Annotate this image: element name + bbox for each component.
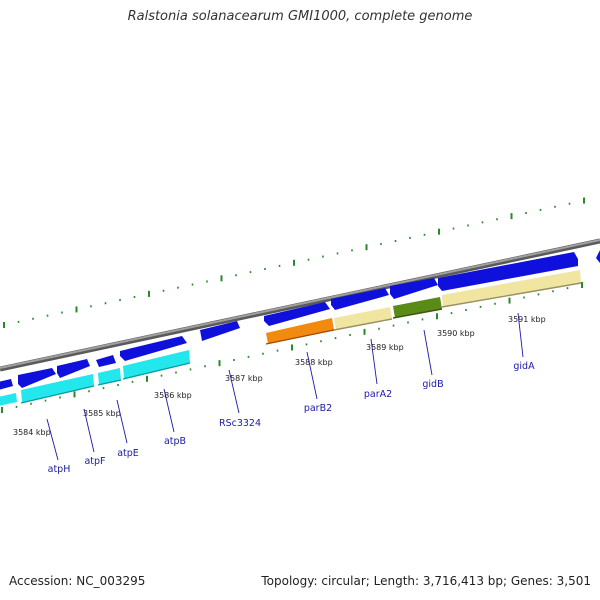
gene-label-atpE: atpE	[117, 448, 139, 459]
scale-label: 3587 kbp	[225, 374, 263, 383]
backbone-line	[0, 239, 600, 369]
cog-bar	[442, 270, 581, 307]
scale-label: 3586 kbp	[154, 391, 192, 400]
scale-label: 3588 kbp	[295, 358, 333, 367]
gene-label-parB2: parB2	[304, 403, 332, 414]
gene-label-parA2: parA2	[364, 389, 392, 400]
genome-summary-text: Topology: circular; Length: 3,716,413 bp…	[261, 574, 591, 588]
gene-labels: atpH atpF atpE atpB RSc3324 parB2 parA2 …	[48, 361, 535, 475]
scale-label: 3590 kbp	[437, 329, 475, 338]
accession-text: Accession: NC_003295	[9, 574, 146, 588]
scale-label: 3589 kbp	[366, 343, 404, 352]
scale-label: 3584 kbp	[13, 428, 51, 437]
gene-arrow	[200, 321, 240, 341]
gene-label-RSc3324: RSc3324	[219, 418, 261, 429]
scale-labels: 3584 kbp 3585 kbp 3586 kbp 3587 kbp 3588…	[13, 315, 546, 437]
gene-label-atpH: atpH	[48, 464, 71, 475]
gene-arrow	[18, 368, 56, 388]
scale-label: 3591 kbp	[508, 315, 546, 324]
cog-bar	[0, 393, 17, 406]
cog-bar	[334, 307, 392, 330]
gene-label-gidB: gidB	[422, 379, 443, 390]
cog-bars	[0, 270, 582, 406]
gene-arrow	[57, 359, 90, 378]
gene-label-atpB: atpB	[164, 436, 186, 447]
gene-arrow	[390, 278, 438, 299]
gene-label-gidA: gidA	[513, 361, 535, 372]
map-title: Ralstonia solanacearum GMI1000, complete…	[127, 9, 473, 24]
cog-bar	[266, 318, 334, 344]
gene-arrow	[120, 336, 187, 361]
cog-bar	[21, 374, 94, 403]
gene-arrow	[264, 302, 330, 326]
gene-arrow	[0, 379, 13, 390]
gene-arrow	[96, 355, 116, 367]
gene-arrow	[596, 250, 600, 263]
gene-label-atpF: atpF	[84, 456, 105, 467]
tick-marks	[1, 197, 585, 413]
gene-arrow	[331, 288, 389, 310]
gene-arrow	[438, 252, 578, 291]
forward-genes	[0, 250, 600, 390]
cog-bar	[123, 350, 190, 379]
scale-label: 3585 kbp	[83, 409, 121, 418]
cog-bar	[393, 297, 442, 318]
label-leaders	[46, 312, 524, 461]
